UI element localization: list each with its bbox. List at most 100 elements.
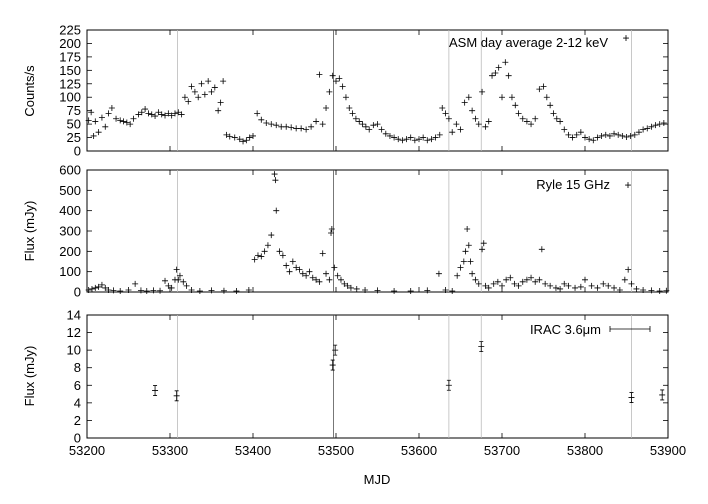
asm-data-point [499,94,505,101]
ryle-data-point [258,253,265,260]
asm-y-tick-label: 0 [74,144,81,159]
asm-data-point [436,131,443,138]
asm-data-point [403,136,410,143]
ryle-y-tick-label: 0 [74,285,81,300]
ryle-data-point [494,278,501,285]
x-axis-label: MJD [364,472,391,487]
asm-data-point [95,129,102,136]
asm-data-point [155,109,162,116]
asm-data-point [561,126,568,133]
ryle-data-point [536,276,543,283]
asm-data-point [158,111,165,118]
asm-data-point [449,129,456,136]
ryle-data-point [552,284,559,291]
asm-data-point [428,136,435,143]
asm-data-point [268,121,275,128]
asm-data-point [652,122,659,129]
asm-data-point [123,119,130,126]
ryle-data-point [95,283,102,290]
asm-data-point [573,131,580,138]
ryle-data-point [362,286,369,293]
asm-data-point [640,126,647,133]
asm-data-point [523,118,530,125]
irac-x-ticks: 53200 53300 53400 53500 53600 53700 53800 53900 [69,315,686,458]
ryle-data-point [460,258,467,265]
asm-data-point [198,80,205,87]
asm-data-point [240,138,247,145]
asm-data-point [220,78,227,85]
asm-data-point [243,137,250,144]
asm-data-point [382,130,389,137]
ryle-legend-label: Ryle 15 GHz [536,177,610,192]
asm-data-point [386,132,393,139]
irac-y-tick-label: 10 [67,343,81,358]
ryle-data-point [538,246,545,253]
ryle-data-point [621,276,628,283]
ryle-data-point [137,287,144,294]
ryle-data-point [475,280,482,287]
ryle-legend-marker: + [624,178,631,192]
ryle-data-point [208,287,215,294]
ryle-data-point [515,282,522,289]
asm-data-point [469,107,476,114]
asm-data-point [648,123,655,130]
ryle-data-point [482,282,489,289]
ryle-data-point [157,287,164,294]
asm-data-point [336,75,343,82]
asm-data-point [569,134,576,141]
irac-y-tick-label: 8 [74,360,81,375]
irac-y-ticks: 0 2 4 6 8 10 12 14 [67,308,668,446]
asm-data-point [352,115,359,122]
ryle-data-point [547,282,554,289]
ryle-data-point [528,274,535,281]
asm-data-point [313,118,320,125]
ryle-data-point [286,268,293,275]
irac-plot-frame [86,314,669,439]
asm-data-point [342,94,349,101]
asm-data-point [303,126,310,133]
asm-y-tick-label: 125 [59,76,81,91]
asm-data-point [540,83,547,90]
asm-y-tick-label: 150 [59,63,81,78]
asm-data-point [283,123,290,130]
asm-data-point [226,133,233,140]
asm-data-point [263,120,270,127]
ryle-data-point [233,287,240,294]
asm-data-point [457,126,464,133]
ryle-data-point [625,266,632,273]
asm-data-point [135,111,142,118]
asm-y-tick-label: 75 [67,103,81,118]
asm-data-point [178,111,185,118]
asm-data-point [319,121,326,128]
ryle-data-point [264,242,271,249]
ryle-data-point [261,248,268,255]
asm-data-point [586,136,593,143]
asm-data-point [138,109,145,116]
asm-data-point [485,118,492,125]
ryle-data-point [485,284,492,291]
ryle-data-point [507,274,514,281]
ryle-data-point [490,280,497,287]
ryle-data-point [110,287,117,294]
asm-data-point [188,83,195,90]
asm-data-point [590,137,597,144]
ryle-y-ticks: 0 100 200 300 400 500 600 [59,163,668,300]
irac-legend-marker [609,326,651,332]
ryle-data-point [289,258,296,265]
asm-data-point [254,110,261,117]
ryle-data-point [464,225,471,232]
asm-data-point [553,115,560,122]
asm-data-point [359,121,366,128]
ryle-data-point [600,280,607,287]
asm-y-tick-label: 25 [67,130,81,145]
asm-data-point [598,132,605,139]
irac-data-point [332,344,339,356]
ryle-data-point [334,272,341,279]
ryle-data-point [162,277,169,284]
ryle-data-point [293,264,300,271]
asm-data-point [519,115,526,122]
ryle-data-point [640,286,647,293]
irac-data-point [152,385,159,396]
asm-data-point [536,86,543,93]
